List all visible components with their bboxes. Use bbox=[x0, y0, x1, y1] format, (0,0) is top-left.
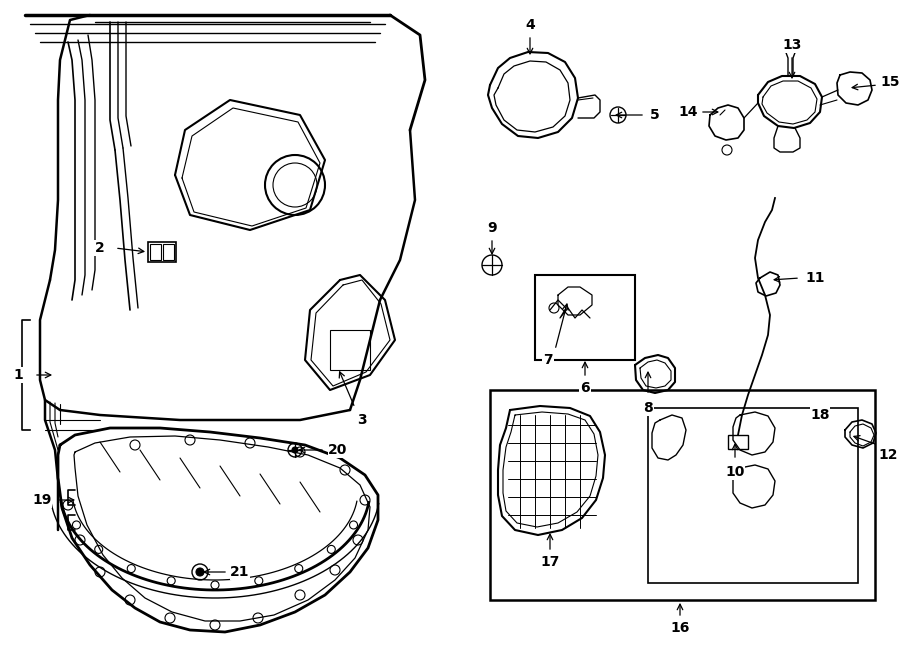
Text: 8: 8 bbox=[644, 401, 652, 415]
Bar bbox=[648, 408, 858, 583]
Bar bbox=[728, 435, 748, 449]
Text: 4: 4 bbox=[525, 18, 535, 32]
Circle shape bbox=[292, 447, 298, 453]
Bar bbox=[150, 244, 161, 260]
Circle shape bbox=[196, 568, 204, 576]
Text: 7: 7 bbox=[544, 353, 553, 367]
Text: 5: 5 bbox=[650, 108, 660, 122]
Text: 6: 6 bbox=[580, 381, 590, 395]
Bar bbox=[535, 275, 635, 360]
Bar bbox=[163, 244, 174, 260]
Text: 20: 20 bbox=[328, 443, 347, 457]
Text: 1: 1 bbox=[14, 368, 22, 382]
Text: 19: 19 bbox=[32, 493, 51, 507]
Text: 16: 16 bbox=[670, 621, 689, 635]
Bar bbox=[148, 242, 176, 262]
Text: 10: 10 bbox=[725, 465, 744, 479]
Bar bbox=[490, 390, 875, 600]
Text: 15: 15 bbox=[880, 75, 900, 89]
Bar bbox=[330, 330, 370, 370]
Text: 12: 12 bbox=[878, 448, 898, 462]
Text: 13: 13 bbox=[782, 38, 802, 52]
Text: 3: 3 bbox=[357, 413, 367, 427]
Text: 14: 14 bbox=[679, 105, 698, 119]
Text: 18: 18 bbox=[810, 408, 830, 422]
Text: 11: 11 bbox=[806, 271, 824, 285]
Text: 2: 2 bbox=[95, 241, 105, 255]
Text: 21: 21 bbox=[230, 565, 250, 579]
Text: 9: 9 bbox=[487, 221, 497, 235]
Text: 17: 17 bbox=[540, 555, 560, 569]
